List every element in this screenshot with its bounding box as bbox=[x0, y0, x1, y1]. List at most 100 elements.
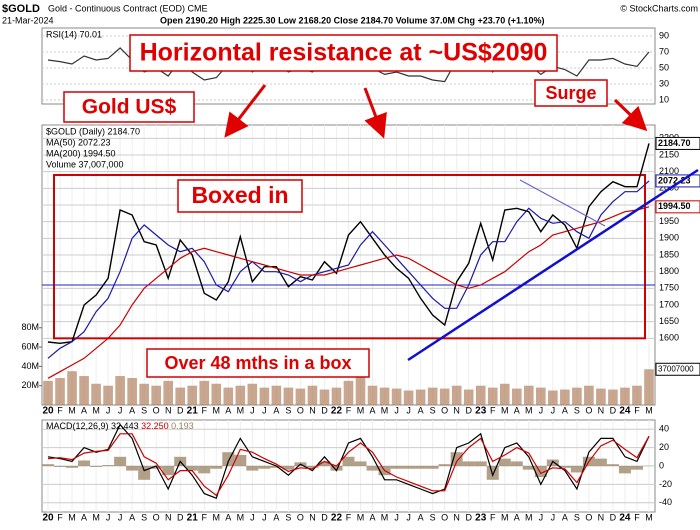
y-tick-label: 50 bbox=[659, 62, 669, 72]
y-tick-label: 40 bbox=[659, 424, 669, 434]
x-tick-label: F bbox=[490, 512, 496, 522]
y-tick-label: -20 bbox=[659, 479, 672, 489]
x-tick-label: F bbox=[346, 512, 352, 522]
annotation: Horizontal resistance at ~US$2090 bbox=[140, 39, 548, 67]
histogram-bar bbox=[426, 466, 439, 469]
x-tick-label: 20 bbox=[42, 513, 54, 524]
series-line bbox=[47, 143, 650, 345]
volume-bar bbox=[511, 388, 522, 405]
histogram-bar bbox=[42, 464, 55, 466]
x-tick-label: D bbox=[610, 405, 617, 415]
y-tick-label: 1650 bbox=[659, 316, 679, 326]
histogram-bar bbox=[270, 466, 283, 468]
x-tick-label: A bbox=[418, 405, 424, 415]
x-tick-label: J bbox=[262, 512, 267, 522]
x-tick-label: M bbox=[381, 512, 389, 522]
legend-entry: 0.193 bbox=[171, 421, 194, 431]
histogram-bar bbox=[462, 461, 475, 466]
histogram-bar bbox=[414, 466, 427, 469]
volume-bar bbox=[523, 385, 534, 405]
x-tick-label: S bbox=[285, 405, 291, 415]
y-tick-label: 1950 bbox=[659, 216, 679, 226]
annotation: Boxed in bbox=[191, 182, 288, 208]
date: 21-Mar-2024 bbox=[2, 15, 54, 25]
legend-entry: $GOLD (Daily) 2184.70 bbox=[46, 126, 140, 136]
x-tick-label: F bbox=[57, 512, 63, 522]
trend-line bbox=[407, 168, 699, 362]
x-tick-label: J bbox=[250, 405, 255, 415]
x-tick-label: A bbox=[273, 512, 279, 522]
y-tick-label: 1600 bbox=[659, 333, 679, 343]
x-tick-label: S bbox=[141, 405, 147, 415]
x-tick-label: J bbox=[106, 512, 111, 522]
x-tick-label: O bbox=[297, 405, 304, 415]
volume-bar bbox=[331, 387, 342, 405]
histogram-bar bbox=[594, 458, 607, 466]
x-tick-label: O bbox=[441, 512, 448, 522]
volume-bar bbox=[127, 377, 137, 405]
histogram-bar bbox=[162, 466, 175, 476]
legend-entry: MACD(12,26,9) bbox=[46, 421, 109, 431]
histogram-bar bbox=[342, 456, 355, 466]
volume-bar bbox=[439, 388, 450, 405]
histogram-bar bbox=[258, 466, 271, 469]
annotation-box bbox=[534, 79, 608, 107]
volume-tag-bg bbox=[655, 362, 700, 376]
price-tag-bg bbox=[655, 136, 700, 150]
x-tick-label: A bbox=[273, 405, 279, 415]
x-tick-label: 24 bbox=[619, 406, 631, 417]
x-tick-label: N bbox=[165, 405, 172, 415]
x-tick-label: M bbox=[501, 405, 509, 415]
x-tick-label: O bbox=[585, 405, 592, 415]
histogram-bar bbox=[114, 456, 127, 466]
x-tick-label: F bbox=[57, 405, 63, 415]
volume-bar bbox=[499, 383, 510, 405]
volume-bar bbox=[163, 380, 174, 405]
volume-bar bbox=[608, 389, 618, 405]
x-tick-label: M bbox=[501, 512, 509, 522]
x-tick-label: M bbox=[525, 405, 533, 415]
x-tick-label: 20 bbox=[42, 406, 54, 417]
volume-bar bbox=[548, 390, 558, 405]
price-tag-bg bbox=[655, 200, 700, 214]
histogram-bar bbox=[186, 466, 199, 471]
volume-tick-label: 40M bbox=[21, 361, 39, 371]
x-tick-label: M bbox=[68, 512, 76, 522]
histogram-bar bbox=[438, 464, 451, 466]
x-tick-label: D bbox=[321, 405, 328, 415]
x-tick-label: M bbox=[92, 512, 100, 522]
x-tick-label: A bbox=[514, 405, 520, 415]
series-line bbox=[47, 433, 650, 497]
x-tick-label: N bbox=[598, 405, 605, 415]
x-tick-label: S bbox=[141, 512, 147, 522]
volume-bar bbox=[235, 385, 246, 405]
volume-bar bbox=[187, 385, 198, 405]
volume-bar bbox=[175, 387, 186, 405]
x-tick-label: S bbox=[430, 512, 436, 522]
x-tick-label: J bbox=[106, 405, 111, 415]
volume-tick-label: 80M bbox=[21, 322, 39, 332]
x-tick-label: 22 bbox=[331, 406, 343, 417]
x-tick-label: M bbox=[237, 512, 245, 522]
histogram-bar bbox=[570, 466, 583, 473]
volume-bar bbox=[560, 389, 570, 405]
x-tick-label: N bbox=[453, 405, 460, 415]
histogram-bar bbox=[390, 466, 403, 469]
price-tag: 2072.23 bbox=[658, 175, 691, 185]
histogram-bar bbox=[78, 460, 91, 466]
x-tick-label: M bbox=[213, 512, 221, 522]
histogram-bar bbox=[150, 466, 163, 469]
x-tick-label: O bbox=[585, 512, 592, 522]
x-tick-label: F bbox=[634, 405, 640, 415]
x-tick-label: N bbox=[453, 512, 460, 522]
volume-bar bbox=[475, 385, 486, 405]
annotation: Gold US$ bbox=[82, 96, 177, 119]
volume-bar bbox=[43, 380, 53, 405]
x-tick-label: J bbox=[394, 405, 399, 415]
volume-bar bbox=[67, 371, 77, 405]
x-tick-label: O bbox=[153, 405, 160, 415]
volume-bar bbox=[103, 385, 113, 405]
x-tick-label: D bbox=[610, 512, 617, 522]
x-tick-label: N bbox=[309, 512, 316, 522]
volume-bar bbox=[307, 385, 318, 405]
